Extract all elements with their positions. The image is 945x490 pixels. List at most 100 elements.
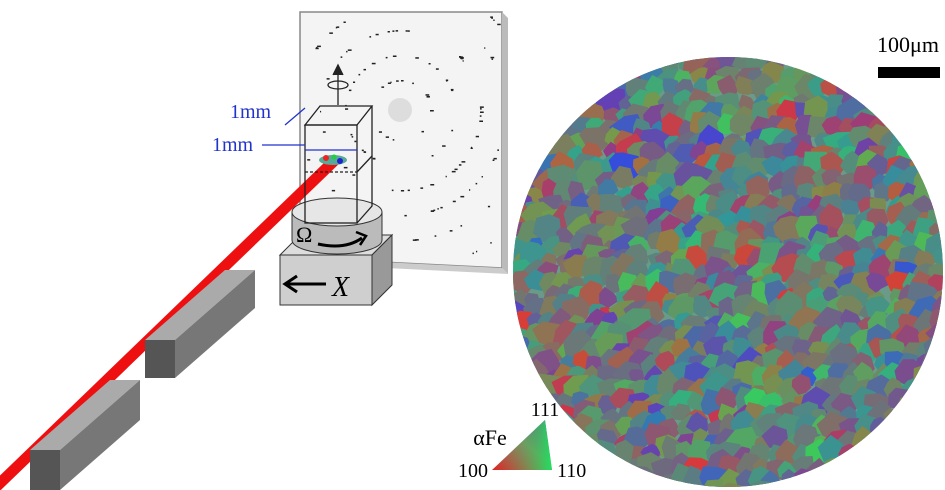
diffraction-spot [364,151,366,153]
rotation-label: Ω [296,222,312,247]
diffraction-spot [455,169,458,171]
diffraction-spot [450,230,453,232]
diffraction-spot [437,208,438,210]
diffraction-spot [348,49,352,51]
grain [868,88,897,115]
diffraction-spot [353,82,355,84]
diffraction-spot [430,184,434,186]
diffraction-spot [471,147,472,149]
scale-bar-label: 100μm [877,32,939,57]
diffraction-spot [346,51,347,53]
diffraction-spot [446,80,448,82]
grain [673,485,692,490]
diffraction-spot [461,58,464,60]
diffraction-spot [452,171,456,173]
diffraction-spot [344,167,348,169]
grain [719,35,741,58]
diffraction-spot [479,121,483,123]
diffraction-spot [369,36,371,38]
diffraction-spot [482,176,483,178]
diffraction-spot [341,56,343,58]
diffraction-spot [497,149,499,151]
diffraction-spot [462,161,466,163]
grain [781,49,799,66]
diffraction-spot [480,112,484,114]
diffraction-spot [459,164,462,166]
dimension-label: 1mm [230,101,272,123]
diffraction-spot [490,242,491,244]
diffraction-spot [317,46,321,48]
diffraction-spot [427,96,430,98]
diagram: 1mm 1mm Ω X 100μm αFe 111 100 110 [0,0,945,490]
diffraction-spot [404,215,406,217]
diffraction-spot [480,115,482,117]
grain [859,438,880,461]
diffraction-spot [351,134,353,136]
grain [497,272,516,291]
beam-stop [388,98,412,122]
grain [824,458,843,478]
diffraction-spot [491,57,495,59]
pole-label: 111 [531,399,560,421]
diffraction-spot [488,206,490,208]
diffraction-spot [388,83,390,85]
diffraction-spot [422,131,425,133]
translation-label: X [331,272,350,303]
diffraction-spot [476,136,479,138]
diffraction-spot [401,80,404,82]
diffraction-spot [344,22,346,24]
diffraction-spot [364,69,367,71]
diffraction-spot [393,56,397,58]
diffraction-spot [408,30,410,32]
diffraction-spot [379,131,382,133]
diffraction-spot [329,32,333,34]
diffraction-spot [392,30,394,32]
diffraction-spot [429,63,431,65]
diffraction-spot [362,150,364,152]
diffraction-spot [373,158,375,160]
dimension-label: 1mm [212,134,254,156]
diffraction-spot [401,190,404,192]
diffraction-spot [396,80,399,82]
diffraction-spot [349,90,352,92]
diffraction-spot [354,141,356,143]
phase-label: αFe [473,425,507,450]
pole-label: 110 [557,460,586,482]
diffraction-spot [493,160,495,162]
diffraction-spot [491,17,493,19]
diffraction-spot [390,82,391,84]
grain [898,396,919,419]
diffraction-spot [480,108,482,110]
grain [647,474,665,490]
diffraction-spot [372,63,376,65]
diffraction-spot [352,136,354,138]
diffraction-spot [352,174,355,176]
diffraction-spot [469,189,470,191]
diffraction-spot [436,68,439,70]
diffraction-spot [493,20,494,22]
grain [694,486,711,490]
scale-bar [878,67,940,78]
diffraction-spot [440,207,442,209]
grain [631,54,649,73]
diffraction-spot [320,111,321,113]
diffraction-spot [415,57,419,59]
diffraction-spot [494,158,497,160]
diffraction-spot [323,131,326,133]
diffraction-spot [476,251,477,253]
diffraction-spot [453,201,456,203]
diffraction-spot [480,106,484,108]
grain [724,32,757,60]
diffraction-spot [386,57,388,59]
diffraction-spot [430,110,434,112]
diffraction-spot [408,190,410,192]
diffraction-spot [484,47,485,49]
diffraction-spot [451,90,453,92]
grain-map [486,32,945,490]
grain [585,72,611,97]
diffraction-spot [327,78,330,80]
grain [492,300,514,324]
diffraction-spot [388,31,390,33]
diffraction-spot [431,210,434,212]
diffraction-spot [396,30,399,32]
